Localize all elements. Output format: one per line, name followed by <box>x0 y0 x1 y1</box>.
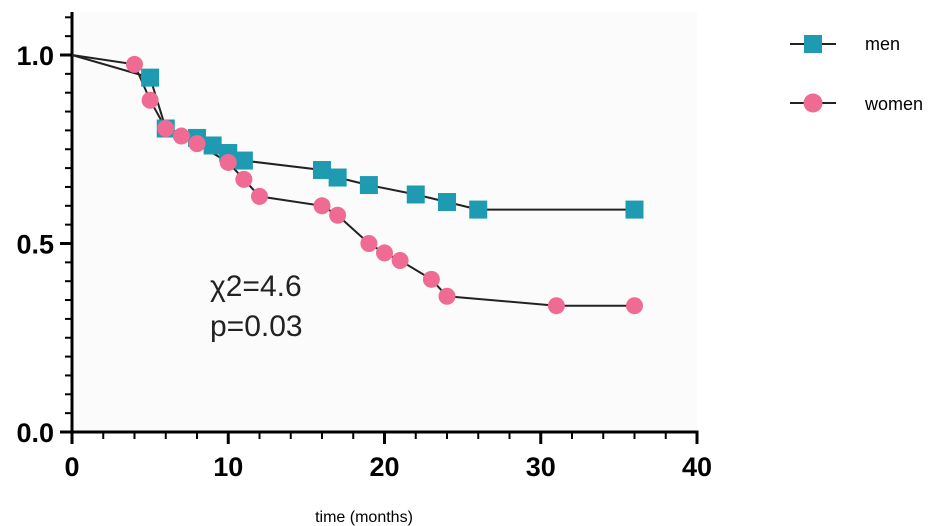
point-women <box>188 135 206 153</box>
axes: 0 10 20 30 40 0.0 0.5 1.0 <box>16 12 712 482</box>
point-men <box>313 160 331 179</box>
x-tick-label: 40 <box>682 452 712 482</box>
point-women <box>360 235 378 252</box>
legend-marker-women <box>803 93 823 113</box>
point-men <box>359 176 378 195</box>
point-men <box>438 193 456 212</box>
point-women <box>126 55 143 73</box>
point-women <box>235 170 253 188</box>
point-men <box>203 136 222 155</box>
y-tick-label: 0.5 <box>16 230 54 260</box>
plot-background <box>72 12 697 432</box>
point-men <box>469 200 488 219</box>
point-women <box>157 120 175 138</box>
point-women <box>141 91 159 109</box>
point-men <box>406 185 425 204</box>
point-women <box>438 287 456 305</box>
x-tick-label: 20 <box>369 452 399 482</box>
point-women <box>422 270 440 288</box>
point-women <box>313 197 331 215</box>
point-women <box>547 297 565 315</box>
annotation-chi-square: χ2=4.6 <box>210 270 302 303</box>
point-men <box>328 168 347 187</box>
legend: men women <box>790 34 923 114</box>
x-tick-label: 10 <box>213 452 243 482</box>
point-women <box>376 244 393 262</box>
series-layer <box>71 54 644 315</box>
point-women <box>626 297 643 315</box>
x-tick-label: 0 <box>64 452 79 482</box>
point-men <box>625 200 644 219</box>
y-tick-label: 1.0 <box>16 41 54 71</box>
legend-item-women: women <box>790 93 923 114</box>
y-tick-label: 0.0 <box>16 418 54 448</box>
point-women <box>172 127 190 145</box>
x-tick-label: 30 <box>526 452 556 482</box>
annotation-p-value: p=0.03 <box>210 310 303 343</box>
point-women <box>219 153 237 171</box>
point-women <box>251 187 268 205</box>
point-women <box>329 206 347 224</box>
legend-label-men: men <box>865 34 900 54</box>
legend-label-women: women <box>864 94 923 114</box>
point-women <box>391 251 409 269</box>
legend-item-men: men <box>790 34 900 54</box>
point-men <box>234 151 253 170</box>
point-men <box>141 68 160 87</box>
x-axis-title: time (months) <box>315 509 413 526</box>
legend-marker-men <box>804 35 822 53</box>
